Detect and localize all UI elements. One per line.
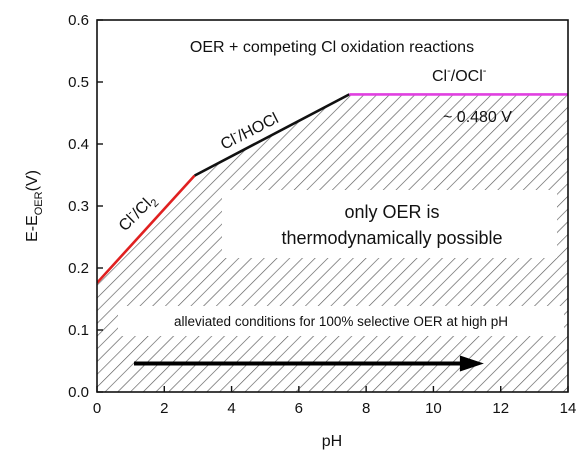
- x-tick-label: 2: [160, 400, 168, 417]
- only-oer-line2: thermodynamically possible: [281, 228, 502, 248]
- ocl-label: Cl-/OCl-: [432, 65, 487, 85]
- y-axis-label: E-EOER(V): [24, 170, 45, 242]
- box-only-oer: [222, 190, 557, 258]
- y-tick-label: 0.6: [68, 12, 89, 29]
- x-tick-label: 4: [227, 400, 235, 417]
- x-tick-label: 10: [425, 400, 442, 417]
- x-tick-label: 8: [362, 400, 370, 417]
- x-tick-label: 12: [492, 400, 509, 417]
- y-tick-label: 0.3: [68, 198, 89, 215]
- arrow-caption: alleviated conditions for 100% selective…: [174, 314, 508, 329]
- x-axis: 0 2 4 6 8 10 12 14: [93, 386, 577, 417]
- box-arrow-caption: [118, 306, 564, 336]
- only-oer-line1: only OER is: [344, 202, 439, 222]
- y-tick-label: 0.4: [68, 136, 89, 153]
- x-axis-label: pH: [322, 433, 342, 450]
- x-tick-label: 6: [295, 400, 303, 417]
- y-tick-label: 0.5: [68, 74, 89, 91]
- x-tick-label: 14: [560, 400, 577, 417]
- y-tick-label: 0.0: [68, 384, 89, 401]
- arrow-head: [459, 355, 484, 372]
- selectivity-arrow: [134, 355, 484, 372]
- plateau-value-label: ~ 0.480 V: [443, 109, 512, 126]
- series-line-2: [193, 93, 350, 177]
- series-layer: [97, 93, 568, 284]
- y-axis: 0.0 0.1 0.2 0.3 0.4 0.5 0.6: [68, 12, 103, 401]
- top-annotation: OER + competing Cl oxidation reactions: [190, 39, 474, 56]
- series-line-1: [97, 174, 196, 284]
- y-tick-label: 0.2: [68, 260, 89, 277]
- y-tick-label: 0.1: [68, 322, 89, 339]
- x-tick-label: 0: [93, 400, 101, 417]
